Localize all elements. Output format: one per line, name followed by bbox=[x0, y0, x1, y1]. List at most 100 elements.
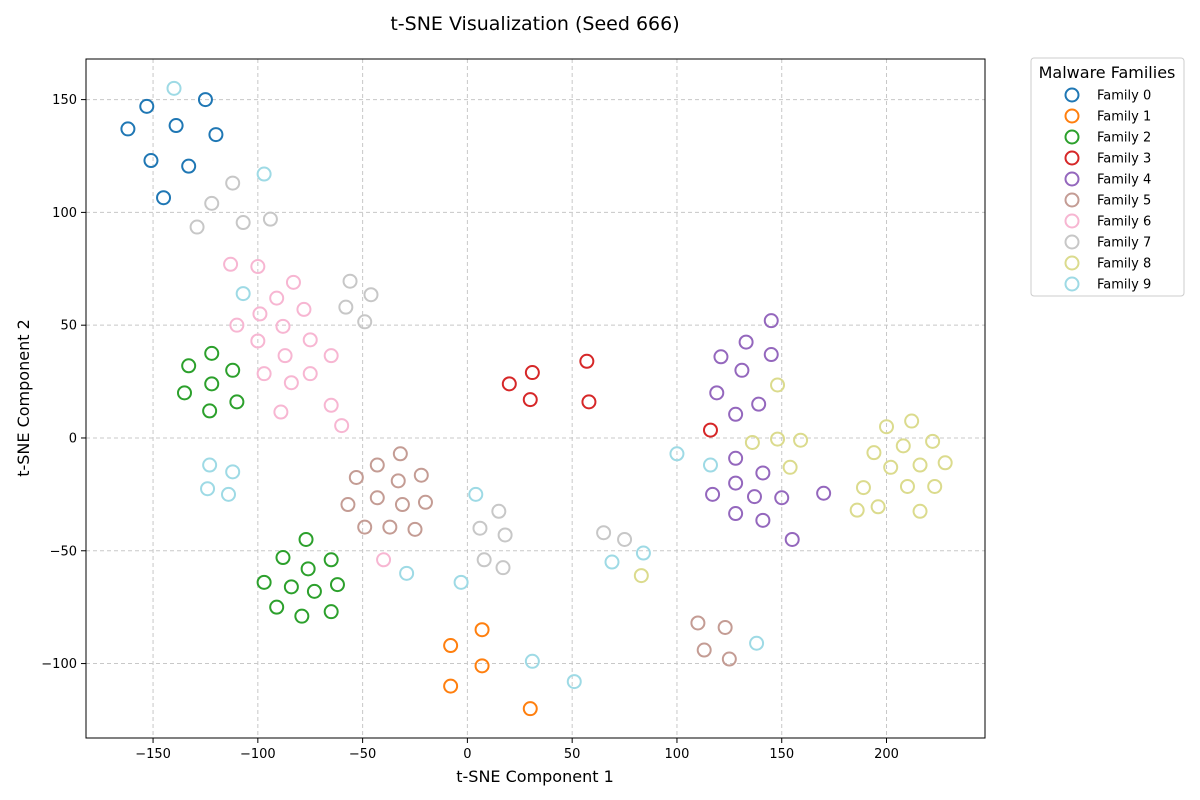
series-2 bbox=[176, 345, 345, 624]
x-tick-label: 50 bbox=[564, 747, 581, 762]
x-tick-label: 150 bbox=[769, 747, 794, 762]
series-5 bbox=[340, 446, 737, 667]
legend-item: Family 0 bbox=[1064, 87, 1151, 104]
plot-frame bbox=[85, 58, 986, 739]
data-point bbox=[300, 561, 316, 577]
data-point bbox=[283, 375, 299, 391]
data-point bbox=[262, 211, 278, 227]
data-point bbox=[524, 653, 540, 669]
data-point bbox=[357, 314, 373, 330]
legend-item: Family 7 bbox=[1064, 234, 1151, 251]
legend-item: Family 9 bbox=[1064, 276, 1151, 293]
legend-item: Family 5 bbox=[1064, 192, 1151, 209]
data-point bbox=[166, 80, 182, 96]
data-point bbox=[220, 486, 236, 502]
data-point bbox=[870, 499, 886, 515]
legend-label: Family 8 bbox=[1097, 257, 1151, 272]
data-point bbox=[912, 503, 928, 519]
legend-item: Family 3 bbox=[1064, 150, 1151, 167]
tick-layer: −150 −100 −50 0 50 100 150 200 −100 −50 0 50 100 150 bbox=[41, 93, 899, 762]
data-point bbox=[751, 396, 767, 412]
legend-label: Family 4 bbox=[1097, 173, 1151, 188]
data-point bbox=[197, 92, 213, 108]
data-point bbox=[139, 98, 155, 114]
data-point bbox=[728, 406, 744, 422]
series-3 bbox=[501, 353, 718, 438]
data-point bbox=[793, 432, 809, 448]
legend-marker bbox=[1064, 108, 1080, 124]
data-point bbox=[524, 365, 540, 381]
data-point bbox=[369, 490, 385, 506]
data-point bbox=[453, 574, 469, 590]
data-point bbox=[323, 604, 339, 620]
data-point bbox=[770, 431, 786, 447]
data-point bbox=[763, 313, 779, 329]
data-point bbox=[728, 475, 744, 491]
data-point bbox=[497, 527, 513, 543]
legend-label: Family 5 bbox=[1097, 194, 1151, 209]
y-tick-label: 150 bbox=[52, 93, 77, 108]
data-point bbox=[168, 118, 184, 134]
data-point bbox=[204, 376, 220, 392]
data-point bbox=[501, 376, 517, 392]
data-point bbox=[225, 362, 241, 378]
point-layer bbox=[120, 80, 953, 717]
data-point bbox=[728, 506, 744, 522]
data-point bbox=[937, 455, 953, 471]
data-point bbox=[734, 362, 750, 378]
data-point bbox=[495, 560, 511, 576]
data-point bbox=[120, 121, 136, 137]
series-1 bbox=[443, 622, 538, 717]
data-point bbox=[204, 195, 220, 211]
data-point bbox=[143, 153, 159, 169]
y-tick-label: 50 bbox=[60, 319, 77, 334]
data-point bbox=[181, 158, 197, 174]
data-point bbox=[399, 565, 415, 581]
data-point bbox=[617, 531, 633, 547]
legend-item: Family 2 bbox=[1064, 129, 1151, 146]
y-tick-label: −50 bbox=[50, 544, 77, 559]
data-point bbox=[522, 701, 538, 717]
data-point bbox=[357, 519, 373, 535]
data-point bbox=[176, 385, 192, 401]
data-point bbox=[755, 465, 771, 481]
data-point bbox=[566, 674, 582, 690]
data-point bbox=[376, 552, 392, 568]
data-point bbox=[895, 438, 911, 454]
series-6 bbox=[223, 256, 392, 568]
data-point bbox=[363, 287, 379, 303]
x-tick-label: 100 bbox=[665, 747, 690, 762]
x-tick-label: −150 bbox=[135, 747, 171, 762]
data-point bbox=[709, 385, 725, 401]
legend-marker bbox=[1064, 276, 1080, 292]
data-point bbox=[476, 552, 492, 568]
data-point bbox=[669, 446, 685, 462]
x-tick-label: −100 bbox=[240, 747, 276, 762]
data-point bbox=[338, 299, 354, 315]
data-point bbox=[849, 502, 865, 518]
legend-marker bbox=[1064, 171, 1080, 187]
x-tick-label: −50 bbox=[349, 747, 376, 762]
data-point bbox=[277, 348, 293, 364]
legend-marker bbox=[1064, 234, 1080, 250]
data-point bbox=[702, 457, 718, 473]
data-point bbox=[302, 332, 318, 348]
y-axis-label: t-SNE Component 2 bbox=[14, 319, 33, 477]
series-7 bbox=[189, 175, 633, 576]
legend-title: Malware Families bbox=[1039, 63, 1176, 82]
data-point bbox=[235, 215, 251, 231]
data-point bbox=[749, 635, 765, 651]
data-point bbox=[275, 318, 291, 334]
data-point bbox=[728, 450, 744, 466]
x-axis-label: t-SNE Component 1 bbox=[456, 767, 614, 786]
data-point bbox=[746, 489, 762, 505]
data-point bbox=[633, 568, 649, 584]
legend-label: Family 6 bbox=[1097, 215, 1151, 230]
data-point bbox=[235, 286, 251, 302]
data-point bbox=[604, 554, 620, 570]
data-point bbox=[866, 445, 882, 461]
y-tick-label: −100 bbox=[41, 657, 77, 672]
data-point bbox=[474, 622, 490, 638]
data-point bbox=[522, 392, 538, 408]
y-tick-label: 0 bbox=[69, 431, 77, 446]
